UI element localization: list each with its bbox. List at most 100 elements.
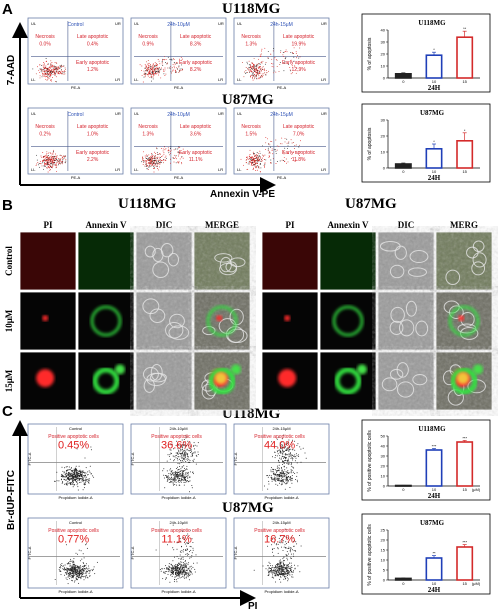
- scatter-dot: [70, 484, 71, 486]
- scatter-dot: [255, 71, 257, 73]
- scatter-dot: [44, 72, 46, 74]
- scatter-dot: [54, 158, 56, 160]
- scatter-dot: [291, 475, 293, 476]
- necrosis-value: 1.5%: [245, 132, 257, 138]
- scatter-dot: [54, 66, 55, 68]
- scatter-dot: [270, 471, 272, 473]
- scatter-dot: [191, 552, 193, 554]
- scatter-dot: [143, 76, 145, 78]
- scatter-dot: [174, 579, 176, 581]
- scatter-dot: [286, 467, 288, 469]
- scatter-dot: [169, 566, 171, 568]
- scatter-dot: [175, 148, 176, 150]
- scatter-dot: [276, 465, 278, 467]
- scatter-dot: [81, 471, 83, 473]
- scatter-dot: [174, 480, 176, 482]
- scatter-dot: [169, 454, 171, 456]
- scatter-dot: [183, 443, 185, 445]
- scatter-dot: [75, 468, 76, 470]
- scatter-dot: [288, 453, 290, 455]
- scatter-dot: [150, 67, 152, 69]
- plot-x-label: Propidium Iodide-A: [161, 589, 195, 594]
- scatter-dot: [157, 59, 159, 60]
- scatter-dot: [178, 70, 180, 72]
- tile-texture: [436, 232, 492, 290]
- scatter-dot: [173, 65, 175, 67]
- scatter-dot: [169, 68, 171, 70]
- scatter-dot: [186, 449, 188, 451]
- scatter-dot: [267, 569, 269, 571]
- scatter-dot: [56, 166, 58, 168]
- scatter-dot: [294, 568, 296, 570]
- plot-x-label: PE-A: [174, 175, 184, 180]
- scatter-dot: [183, 482, 185, 483]
- scatter-dot: [285, 49, 287, 51]
- scatter-dot: [74, 474, 76, 475]
- scatter-dot: [243, 71, 245, 73]
- scatter-dot: [278, 563, 280, 565]
- scatter-dot: [276, 145, 278, 147]
- scatter-dot: [78, 474, 80, 476]
- scatter-dot: [160, 158, 162, 160]
- cell-outline: [149, 308, 166, 323]
- scatter-dot: [185, 451, 187, 453]
- cell-outline: [142, 367, 159, 382]
- scatter-dot: [83, 472, 84, 473]
- scatter-dot: [175, 479, 177, 481]
- scatter-dot: [286, 479, 288, 481]
- scatter-dot: [295, 479, 297, 480]
- plot-header: 24h-10μM: [167, 22, 190, 28]
- scatter-dot: [276, 569, 278, 571]
- scatter-dot: [275, 575, 277, 577]
- scatter-dot: [81, 475, 83, 477]
- scatter-dot: [283, 51, 285, 53]
- quadrant-ur-label: UR: [321, 111, 327, 116]
- scatter-dot: [289, 478, 291, 480]
- scatter-dot: [285, 554, 287, 555]
- scatter-dot: [176, 475, 178, 477]
- plot-y-label: FITC-A: [130, 452, 135, 465]
- scatter-dot: [72, 572, 74, 574]
- scatter-dot: [146, 164, 148, 166]
- scatter-dot: [270, 570, 272, 572]
- scatter-dot: [88, 569, 90, 571]
- scatter-dot: [86, 570, 87, 572]
- quadrant-lr-label: LR: [115, 77, 120, 82]
- scatter-dot: [174, 71, 176, 73]
- scatter-dot: [62, 565, 64, 567]
- scatter-dot: [299, 571, 301, 573]
- microscopy-tile-1-1-0: [261, 291, 319, 351]
- scatter-dot: [251, 74, 253, 76]
- scatter-dot: [175, 452, 177, 454]
- scatter-dot: [258, 75, 260, 77]
- scatter-dot: [169, 66, 171, 68]
- scatter-dot: [47, 155, 49, 156]
- scatter-dot: [272, 478, 274, 480]
- scatter-dot: [279, 474, 281, 476]
- scatter-dot: [179, 540, 181, 542]
- scatter-dot: [256, 160, 258, 162]
- scatter-dot: [282, 566, 284, 568]
- scatter-dot: [184, 543, 186, 545]
- scatter-dot: [77, 470, 79, 472]
- scatter-dot: [185, 560, 186, 562]
- scatter-dot: [287, 566, 289, 568]
- x-tick-label: 10: [432, 79, 437, 84]
- scatter-dot: [40, 163, 42, 165]
- scatter-dot: [93, 476, 95, 478]
- scatter-dot: [158, 69, 160, 71]
- scatter-dot: [296, 543, 298, 545]
- scatter-dot: [275, 474, 277, 476]
- scatter-dot: [285, 457, 287, 459]
- scatter-dot: [149, 157, 151, 159]
- scatter-dot: [154, 156, 156, 157]
- scatter-dot: [79, 576, 81, 578]
- scatter-dot: [177, 68, 178, 70]
- scatter-dot: [176, 62, 177, 64]
- scatter-dot: [251, 158, 253, 160]
- scatter-dot: [274, 542, 275, 544]
- scatter-dot: [161, 63, 163, 65]
